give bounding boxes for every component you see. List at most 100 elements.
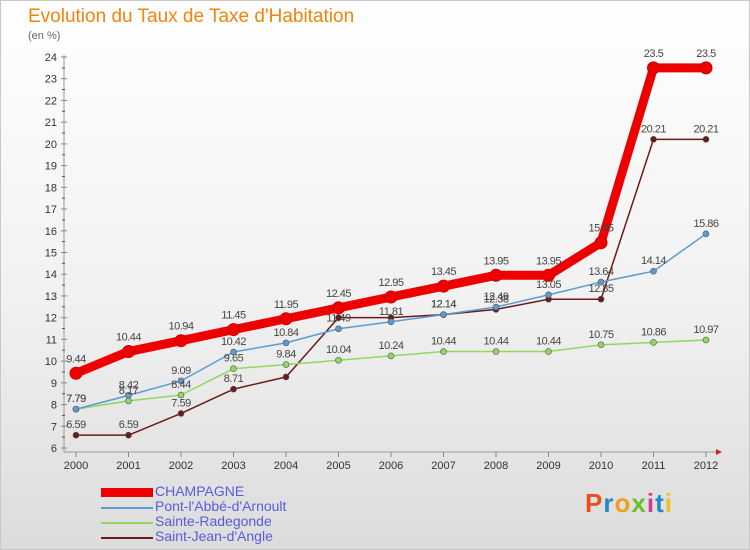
- x-tick-label: 2003: [221, 460, 245, 472]
- data-label: 13.64: [588, 266, 613, 278]
- logo-letter: i: [646, 488, 656, 518]
- data-label: 10.44: [536, 336, 561, 348]
- data-label: 8.42: [119, 379, 139, 391]
- y-tick-label: 24: [45, 52, 57, 64]
- logo-letter: t: [655, 488, 665, 518]
- legend-label: Saint-Jean-d'Angle: [155, 528, 273, 544]
- data-point: [699, 61, 713, 75]
- y-tick-label: 17: [45, 204, 57, 216]
- legend-label: CHAMPAGNE: [155, 483, 245, 499]
- data-point: [650, 267, 657, 275]
- data-label: 8.44: [171, 379, 191, 391]
- data-point: [174, 334, 188, 348]
- data-point: [545, 291, 552, 299]
- legend-label: Pont-l'Abbé-d'Arnoult: [155, 498, 287, 514]
- data-label: 23.5: [696, 48, 716, 60]
- data-point: [335, 325, 342, 333]
- data-label: 13.95: [536, 255, 561, 267]
- data-point: [542, 268, 555, 282]
- x-tick-label: 2012: [694, 460, 718, 472]
- x-tick-label: 2010: [589, 460, 613, 472]
- data-point: [594, 236, 608, 250]
- proxiti-logo: Proxiti: [585, 488, 673, 519]
- y-tick-label: 6: [51, 443, 57, 455]
- data-point: [125, 431, 132, 439]
- y-tick-label: 23: [45, 74, 57, 86]
- data-label: 15.86: [693, 218, 718, 230]
- data-label: 11.45: [221, 310, 246, 322]
- data-point: [227, 323, 240, 337]
- data-point: [387, 318, 395, 326]
- data-label: 10.44: [431, 336, 456, 348]
- data-point: [650, 339, 657, 346]
- data-point: [177, 410, 185, 417]
- series-layer: [69, 61, 713, 439]
- data-point: [545, 348, 552, 355]
- x-tick-label: 2005: [326, 460, 350, 472]
- data-point: [332, 301, 345, 315]
- data-label: 12.95: [378, 277, 403, 289]
- y-tick-label: 10: [45, 356, 57, 368]
- legend-swatch: [101, 537, 153, 539]
- y-tick-label: 15: [45, 248, 57, 260]
- data-point: [282, 373, 290, 381]
- data-label: 14.14: [641, 255, 666, 267]
- y-tick-label: 14: [45, 269, 57, 281]
- data-label: 20.21: [693, 123, 718, 135]
- data-label: 12.49: [483, 291, 508, 303]
- data-label: 9.44: [66, 353, 86, 365]
- data-point: [647, 61, 660, 75]
- logo-letter: r: [603, 488, 615, 518]
- data-point: [230, 365, 237, 373]
- data-label: 11.95: [274, 299, 299, 311]
- data-label: 10.75: [588, 329, 613, 341]
- data-point: [702, 230, 710, 238]
- y-tick-label: 8: [51, 400, 57, 412]
- data-label: 12.85: [588, 283, 613, 295]
- data-label: 13.45: [431, 266, 456, 278]
- x-tick-label: 2011: [642, 460, 666, 472]
- data-label: 10.44: [483, 336, 508, 348]
- y-tick-label: 7: [51, 421, 57, 433]
- x-tick-label: 2002: [169, 460, 193, 472]
- data-point: [387, 352, 395, 360]
- data-label: 12.45: [326, 288, 351, 300]
- chart-subtitle: (en %): [28, 30, 61, 42]
- data-label: 10.94: [168, 321, 193, 333]
- data-point: [125, 392, 132, 399]
- y-tick-label: 21: [45, 117, 57, 129]
- x-tick-label: 2009: [536, 460, 560, 472]
- chart-title: Evolution du Taux de Taxe d'Habitation: [28, 6, 355, 27]
- data-point: [597, 278, 605, 286]
- data-point: [440, 311, 447, 318]
- data-label: 20.21: [641, 123, 666, 135]
- data-point: [69, 366, 83, 380]
- y-tick-label: 19: [45, 161, 57, 173]
- data-point: [335, 356, 342, 364]
- logo-letter: x: [631, 488, 647, 518]
- data-label: 10.42: [221, 336, 246, 348]
- data-label: 9.09: [171, 365, 191, 377]
- y-tick-label: 22: [45, 95, 57, 107]
- data-point: [72, 405, 80, 413]
- data-label: 10.97: [693, 324, 718, 336]
- legend-swatch: [101, 522, 153, 524]
- x-tick-label: 2007: [431, 460, 455, 472]
- data-label: 8.17: [119, 385, 139, 397]
- data-point: [282, 339, 290, 347]
- data-point: [702, 336, 710, 344]
- data-point: [282, 361, 290, 368]
- data-label: 12.14: [431, 299, 456, 311]
- data-label: 10.44: [116, 332, 141, 344]
- data-point: [597, 295, 605, 303]
- y-tick-label: 16: [45, 226, 57, 238]
- data-point: [437, 279, 450, 293]
- data-point: [335, 314, 342, 321]
- data-label: 8.71: [224, 373, 244, 385]
- data-label: 7.59: [171, 397, 191, 409]
- data-point: [492, 348, 500, 355]
- y-tick-label: 20: [45, 139, 57, 151]
- data-label: 13.95: [483, 255, 508, 267]
- x-tick-label: 2001: [116, 460, 140, 472]
